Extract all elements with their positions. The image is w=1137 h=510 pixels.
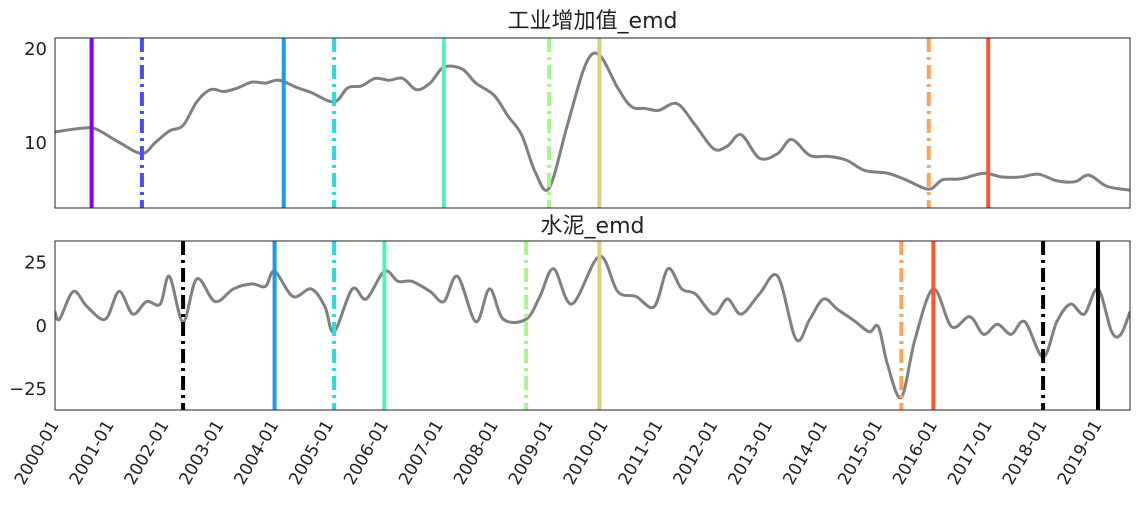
x-tick-label: 2019-01 (1054, 417, 1107, 489)
panel-title: 水泥_emd (541, 214, 645, 239)
x-tick-label: 2011-01 (615, 417, 668, 489)
x-tick-label: 2003-01 (176, 417, 229, 489)
x-tick-label: 2010-01 (560, 417, 613, 489)
x-tick-label: 2014-01 (779, 417, 832, 489)
y-tick-label: 20 (24, 39, 47, 60)
y-tick-label: 25 (24, 253, 47, 274)
x-tick-label: 2012-01 (670, 417, 723, 489)
x-tick-label: 2009-01 (505, 417, 558, 489)
y-tick-label: 10 (24, 133, 47, 154)
panel-title: 工业增加值_emd (508, 9, 678, 34)
x-tick-label: 2016-01 (889, 417, 942, 489)
x-tick-label: 2000-01 (11, 417, 64, 489)
plot-frame (54, 240, 1131, 411)
x-tick-label: 2015-01 (834, 417, 887, 489)
data-line (55, 51, 1130, 192)
x-tick-label: 2008-01 (450, 417, 503, 489)
y-tick-label: −25 (9, 379, 47, 400)
x-tick-label: 2002-01 (121, 417, 174, 489)
x-tick-label: 2007-01 (395, 417, 448, 489)
x-tick-label: 2001-01 (66, 417, 119, 489)
data-line (55, 254, 1130, 400)
plot-frame (54, 37, 1131, 209)
x-tick-label: 2004-01 (230, 417, 283, 489)
x-tick-label: 2013-01 (724, 417, 777, 489)
x-tick-label: 2006-01 (340, 417, 393, 489)
x-tick-label: 2005-01 (285, 417, 338, 489)
x-tick-label: 2017-01 (944, 417, 997, 489)
y-tick-label: 0 (36, 316, 47, 337)
x-tick-label: 2018-01 (999, 417, 1052, 489)
